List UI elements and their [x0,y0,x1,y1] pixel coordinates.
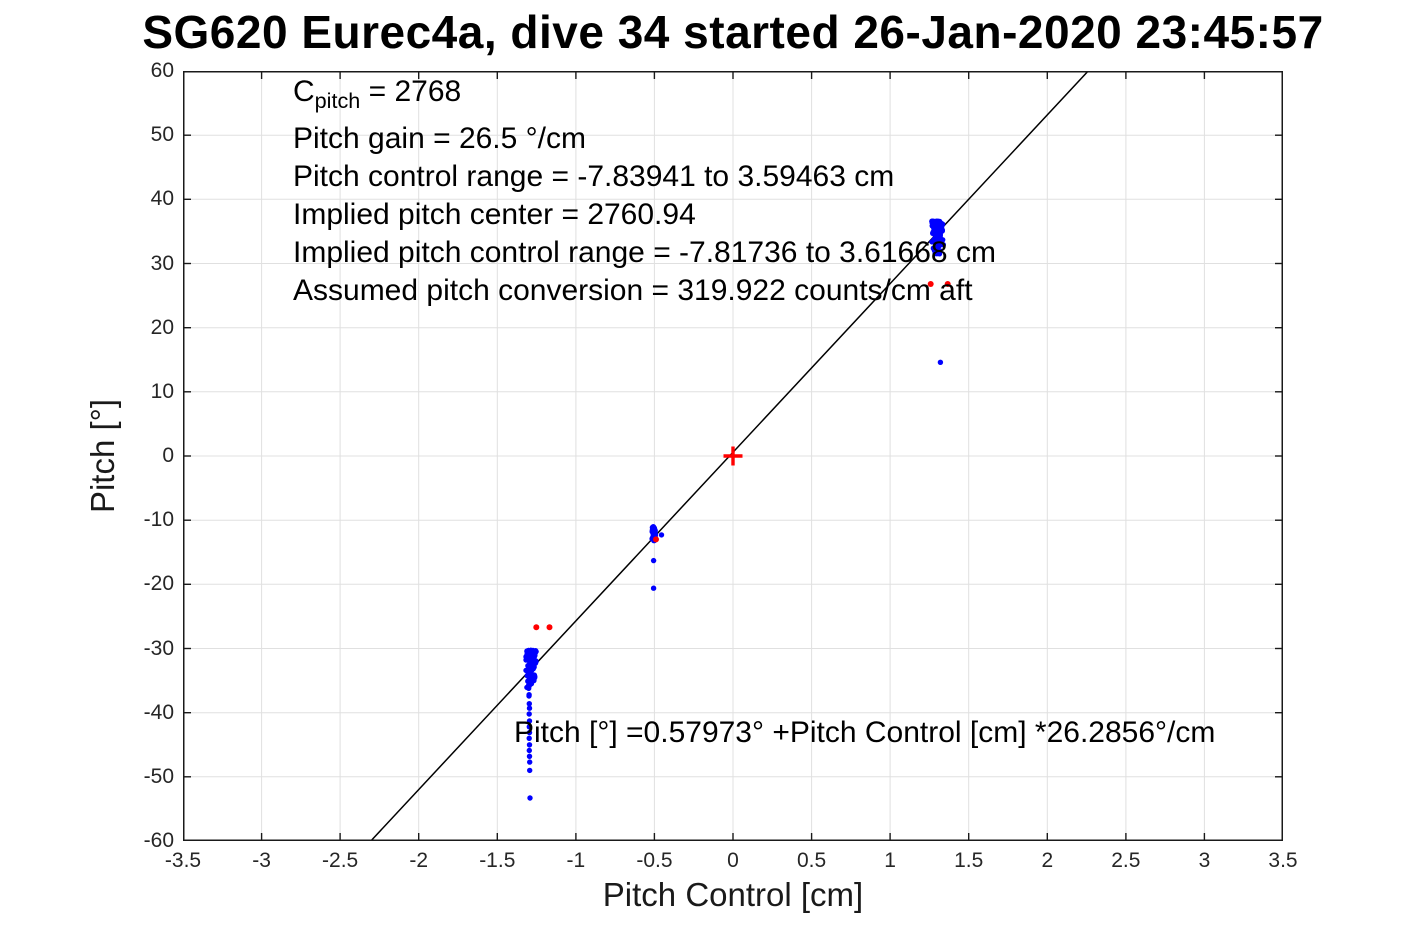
y-tick-label: -20 [143,572,174,596]
y-tick-label: -50 [143,764,174,788]
y-tick-label: 10 [150,379,174,403]
cpitch-line: Cpitch = 2768 [293,71,996,120]
cpitch-subscript: pitch [314,88,361,113]
x-axis-label: Pitch Control [cm] [602,876,864,913]
stats-lines: Pitch gain = 26.5 °/cm Pitch control rang… [293,120,996,310]
x-tick-label: 3.5 [1268,849,1298,872]
y-tick-label: 60 [150,59,174,82]
y-tick-label: -40 [143,700,174,724]
x-tick-label: -2 [409,849,429,872]
y-tick-label: 20 [150,315,174,339]
x-tick-label: 1 [884,849,896,872]
x-tick-label: 1.5 [954,849,984,872]
x-tick-label: -2.5 [322,849,359,872]
y-tick-label: 0 [162,444,174,467]
figure-title: SG620 Eurec4a, dive 34 started 26-Jan-20… [142,6,1324,58]
x-tick-label: 0 [727,849,739,872]
y-tick-label: -30 [143,636,174,660]
stats-annotation: Cpitch = 2768 Pitch gain = 26.5 °/cm Pitc… [293,71,996,310]
x-tick-label: 2 [1041,849,1054,872]
fit-equation-label: Pitch [°] =0.57973° +Pitch Control [cm] … [514,716,1216,749]
y-tick-label: 30 [150,251,174,275]
stats-line: Implied pitch center = 2760.94 [293,198,696,231]
stats-line: Pitch gain = 26.5 °/cm [293,122,586,155]
y-axis-label: Pitch [°] [84,398,121,514]
y-tick-label: -10 [143,508,174,532]
y-tick-label: 50 [150,123,174,147]
x-tick-label: 0.5 [796,849,827,872]
stats-line: Pitch control range = -7.83941 to 3.5946… [293,160,895,193]
x-tick-label: -3.5 [164,849,202,872]
x-tick-label: -1.5 [479,849,516,872]
y-tick-label: -60 [143,829,174,852]
x-tick-label: 2.5 [1111,849,1141,872]
x-tick-label: -3 [252,849,271,872]
plot-svg [183,71,1283,841]
x-tick-label: -1 [566,849,586,872]
cpitch-value: = 2768 [360,75,462,108]
x-tick-label: -0.5 [636,849,673,872]
x-tick-label: 3 [1198,849,1211,872]
stats-line: Assumed pitch conversion = 319.922 count… [293,274,973,307]
cpitch-symbol: C [293,75,315,108]
stats-line: Implied pitch control range = -7.81736 t… [293,236,996,269]
y-tick-label: 40 [150,187,174,211]
